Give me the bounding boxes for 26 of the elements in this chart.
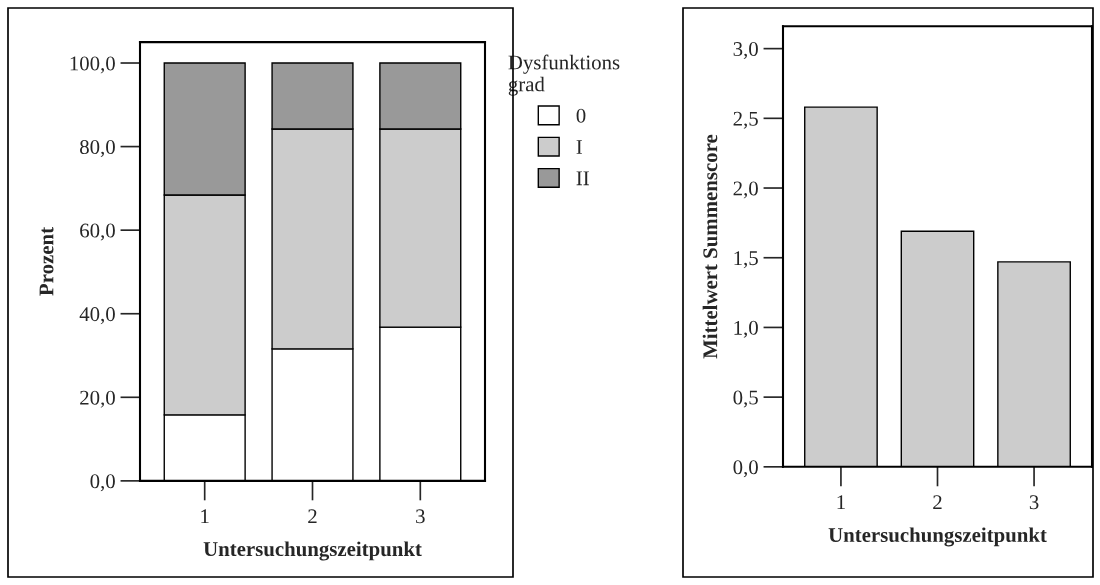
y-tick-label: 60,0 — [80, 223, 115, 241]
y-tick-label: 40,0 — [79, 307, 115, 325]
x-tick-label: 1 — [201, 509, 209, 524]
x-tick-label: 2 — [308, 509, 317, 524]
y-tick-label: 1,0 — [734, 320, 758, 338]
x-axis-title: Untersuchungszeitpunkt — [203, 541, 422, 561]
y-tick-label: 20,0 — [80, 390, 115, 408]
x-tick-label: 1 — [837, 495, 845, 510]
y-tick-label: 0,5 — [733, 390, 758, 408]
x-tick-label: 3 — [1029, 495, 1039, 510]
y-tick-label: 3,0 — [733, 42, 758, 60]
legend-label: 0 — [576, 108, 586, 123]
y-tick-label: 100,0 — [70, 56, 115, 74]
y-tick-label: 0,0 — [733, 460, 758, 478]
x-tick-label: 2 — [933, 495, 942, 510]
y-axis-title: Prozent — [39, 227, 54, 296]
legend-label: II — [576, 171, 589, 186]
y-axis-title: Mittelwert Summenscore — [702, 134, 718, 359]
y-tick-label: 2,5 — [733, 111, 758, 129]
y-tick-label: 80,0 — [80, 139, 115, 158]
x-axis-title: Untersuchungszeitpunkt — [828, 527, 1047, 547]
y-tick-label: 1,5 — [734, 251, 758, 269]
y-tick-label: 0,0 — [90, 474, 115, 492]
x-tick-label: 3 — [416, 509, 425, 524]
y-tick-label: 2,0 — [733, 181, 758, 199]
legend-label: I — [576, 140, 583, 154]
